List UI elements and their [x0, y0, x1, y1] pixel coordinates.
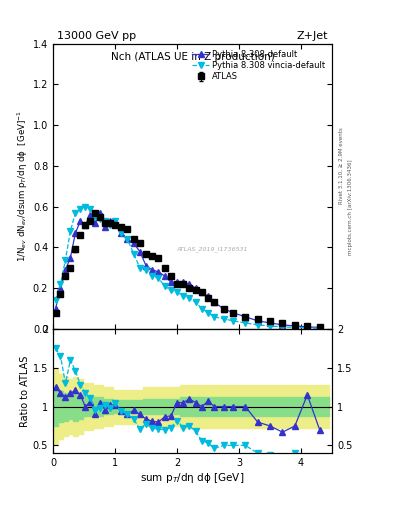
- Pythia 8.308 default: [131, 240, 136, 246]
- Pythia 8.308 default: [181, 279, 185, 285]
- Pythia 8.308 vincia-default: [103, 218, 108, 224]
- Pythia 8.308 default: [88, 212, 93, 218]
- Pythia 8.308 vincia-default: [63, 257, 68, 263]
- Pythia 8.308 default: [138, 248, 142, 254]
- Pythia 8.308 vincia-default: [181, 293, 185, 300]
- Pythia 8.308 vincia-default: [162, 283, 167, 289]
- Pythia 8.308 default: [305, 324, 310, 330]
- Pythia 8.308 default: [119, 230, 124, 236]
- Y-axis label: Ratio to ATLAS: Ratio to ATLAS: [20, 355, 30, 426]
- Pythia 8.308 vincia-default: [138, 265, 142, 271]
- Pythia 8.308 default: [169, 279, 173, 285]
- Text: Rivet 3.1.10, ≥ 2.9M events: Rivet 3.1.10, ≥ 2.9M events: [339, 127, 344, 204]
- Pythia 8.308 vincia-default: [231, 318, 235, 324]
- Pythia 8.308 default: [280, 322, 285, 328]
- Pythia 8.308 vincia-default: [212, 314, 217, 320]
- Pythia 8.308 default: [93, 220, 97, 226]
- Text: Nch (ATLAS UE in Z production): Nch (ATLAS UE in Z production): [111, 52, 274, 62]
- Pythia 8.308 vincia-default: [206, 310, 210, 316]
- Pythia 8.308 vincia-default: [200, 306, 204, 312]
- Pythia 8.308 default: [255, 318, 260, 324]
- Pythia 8.308 default: [58, 285, 63, 291]
- Pythia 8.308 default: [125, 236, 130, 242]
- Pythia 8.308 vincia-default: [78, 206, 83, 212]
- Pythia 8.308 vincia-default: [187, 295, 192, 302]
- Pythia 8.308 vincia-default: [317, 325, 322, 331]
- Pythia 8.308 vincia-default: [68, 228, 73, 234]
- Pythia 8.308 default: [221, 306, 226, 312]
- Pythia 8.308 vincia-default: [280, 324, 285, 330]
- Pythia 8.308 default: [200, 289, 204, 295]
- Pythia 8.308 vincia-default: [73, 210, 78, 216]
- Pythia 8.308 vincia-default: [150, 273, 154, 279]
- Pythia 8.308 default: [113, 220, 118, 226]
- Pythia 8.308 default: [98, 210, 103, 216]
- Pythia 8.308 default: [63, 267, 68, 273]
- Legend: Pythia 8.308 default, Pythia 8.308 vincia-default, ATLAS: Pythia 8.308 default, Pythia 8.308 vinci…: [190, 48, 328, 84]
- Pythia 8.308 vincia-default: [98, 216, 103, 222]
- Pythia 8.308 default: [150, 267, 154, 273]
- Pythia 8.308 default: [83, 222, 88, 228]
- Pythia 8.308 vincia-default: [175, 289, 180, 295]
- Line: Pythia 8.308 default: Pythia 8.308 default: [52, 209, 323, 330]
- Pythia 8.308 vincia-default: [125, 236, 130, 242]
- Pythia 8.308 vincia-default: [268, 323, 272, 329]
- Pythia 8.308 default: [162, 273, 167, 279]
- Pythia 8.308 default: [156, 269, 161, 275]
- Pythia 8.308 vincia-default: [53, 297, 58, 304]
- X-axis label: sum p$_{T}$/dη dϕ [GeV]: sum p$_{T}$/dη dϕ [GeV]: [140, 471, 245, 485]
- Pythia 8.308 default: [68, 254, 73, 261]
- Text: Z+Jet: Z+Jet: [297, 31, 328, 41]
- Pythia 8.308 default: [144, 263, 149, 269]
- Pythia 8.308 default: [78, 218, 83, 224]
- Y-axis label: 1/N$_{ev}$ dN$_{ev}$/dsum p$_{T}$/dη dϕ  [GeV]$^{-1}$: 1/N$_{ev}$ dN$_{ev}$/dsum p$_{T}$/dη dϕ …: [16, 110, 30, 262]
- Pythia 8.308 vincia-default: [169, 287, 173, 293]
- Text: mcplots.cern.ch [arXiv:1306.3436]: mcplots.cern.ch [arXiv:1306.3436]: [348, 159, 353, 254]
- Pythia 8.308 vincia-default: [156, 275, 161, 281]
- Pythia 8.308 vincia-default: [83, 204, 88, 210]
- Pythia 8.308 default: [103, 224, 108, 230]
- Pythia 8.308 vincia-default: [221, 316, 226, 322]
- Pythia 8.308 vincia-default: [193, 300, 198, 306]
- Pythia 8.308 default: [317, 324, 322, 330]
- Pythia 8.308 default: [175, 279, 180, 285]
- Pythia 8.308 default: [53, 306, 58, 312]
- Pythia 8.308 vincia-default: [58, 281, 63, 287]
- Pythia 8.308 vincia-default: [113, 218, 118, 224]
- Pythia 8.308 default: [187, 281, 192, 287]
- Pythia 8.308 default: [243, 314, 248, 320]
- Pythia 8.308 vincia-default: [144, 267, 149, 273]
- Pythia 8.308 vincia-default: [243, 320, 248, 326]
- Pythia 8.308 default: [268, 320, 272, 326]
- Pythia 8.308 default: [73, 230, 78, 236]
- Line: Pythia 8.308 vincia-default: Pythia 8.308 vincia-default: [52, 204, 323, 331]
- Pythia 8.308 default: [212, 300, 217, 306]
- Pythia 8.308 vincia-default: [93, 214, 97, 220]
- Pythia 8.308 vincia-default: [88, 206, 93, 212]
- Pythia 8.308 default: [292, 323, 297, 329]
- Pythia 8.308 vincia-default: [305, 325, 310, 331]
- Pythia 8.308 vincia-default: [255, 322, 260, 328]
- Pythia 8.308 vincia-default: [292, 324, 297, 330]
- Text: ATLAS_2019_I1736531: ATLAS_2019_I1736531: [176, 246, 248, 252]
- Text: 13000 GeV pp: 13000 GeV pp: [57, 31, 136, 41]
- Pythia 8.308 default: [206, 293, 210, 300]
- Pythia 8.308 vincia-default: [108, 222, 112, 228]
- Pythia 8.308 default: [231, 310, 235, 316]
- Pythia 8.308 default: [108, 218, 112, 224]
- Pythia 8.308 default: [193, 285, 198, 291]
- Pythia 8.308 vincia-default: [119, 230, 124, 236]
- Pythia 8.308 vincia-default: [131, 250, 136, 257]
